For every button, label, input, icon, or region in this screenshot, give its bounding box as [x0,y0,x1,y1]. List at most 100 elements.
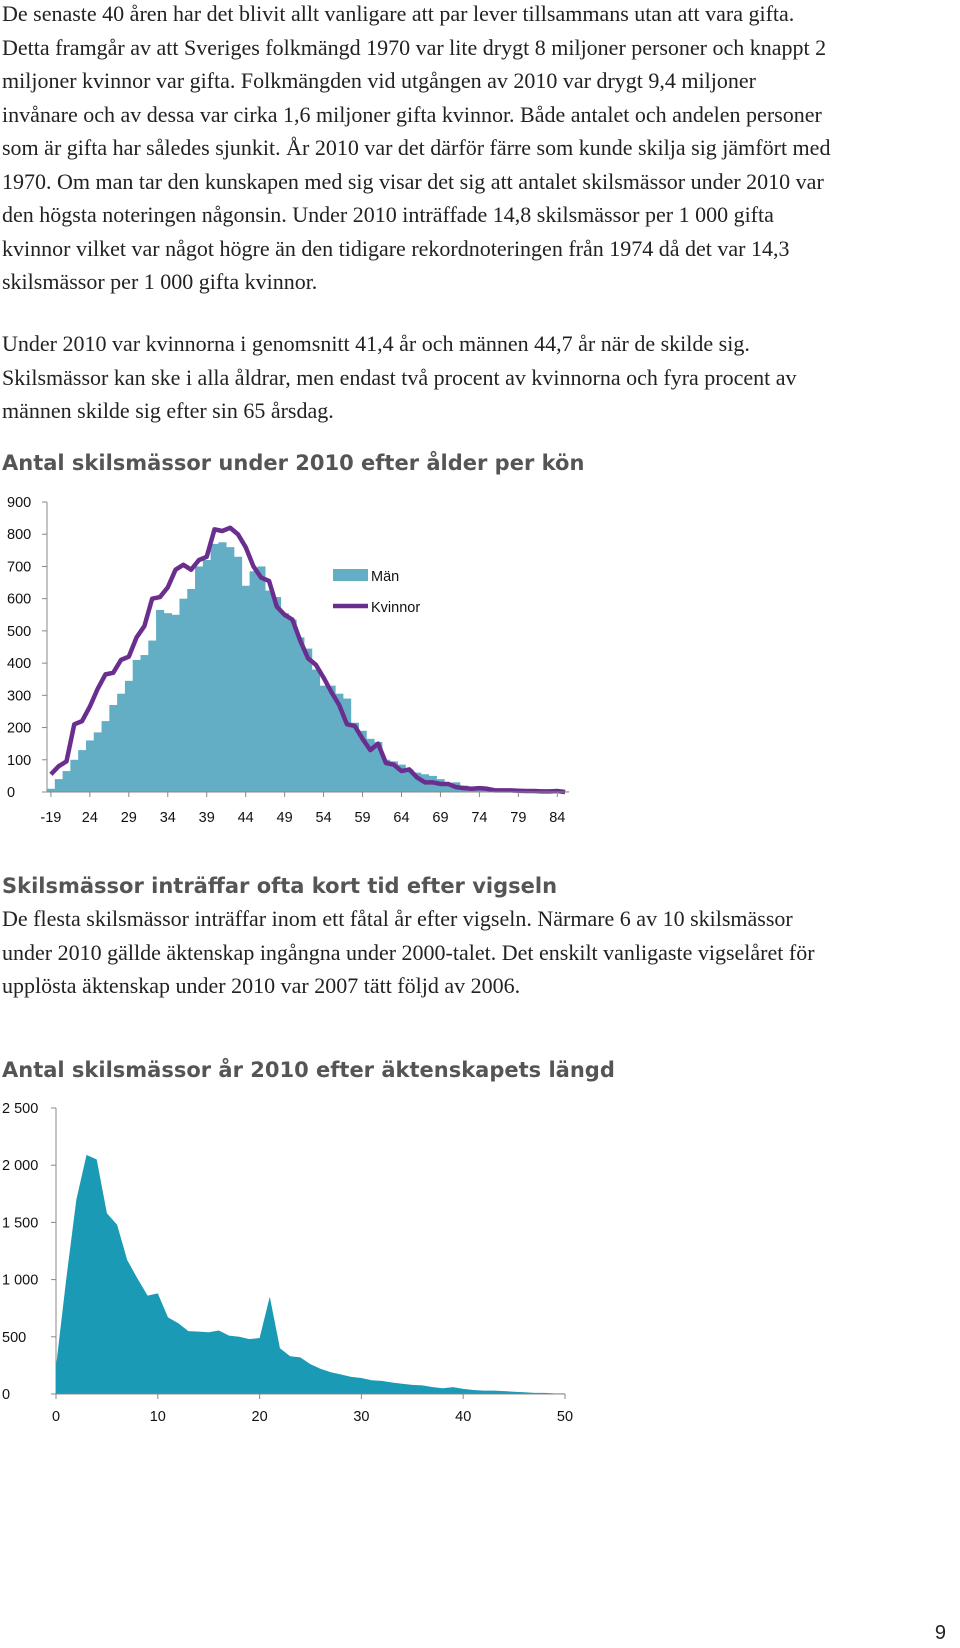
bar-men [93,732,102,792]
y-tick-label: 1 500 [2,1215,38,1231]
x-tick-label: 44 [238,810,254,826]
y-tick-label: 400 [7,656,31,672]
bar-men [397,764,406,792]
bar-men [343,698,352,792]
y-tick-label: 2 000 [2,1158,38,1174]
bar-men [187,589,196,792]
bar-men [78,750,87,792]
bar-men [202,560,211,792]
bar-men [304,648,313,792]
chart1-title: Antal skilsmässor under 2010 efter ålder… [2,451,585,475]
bar-men [374,742,383,792]
bar-men [358,730,367,792]
y-tick-label: 300 [7,688,31,704]
y-tick-label: 1 000 [2,1273,38,1289]
bar-men [140,655,149,792]
bar-men [413,772,422,792]
bar-men [179,598,188,792]
bar-men [62,771,71,792]
bar-men [171,614,180,792]
bar-men [335,693,344,792]
x-tick-label: 24 [82,810,98,826]
bar-men [132,659,141,792]
line-women [49,525,566,795]
bar-men [350,722,359,792]
y-tick-label: 700 [7,559,31,575]
bar-men [226,547,235,792]
x-tick-label: 10 [150,1409,166,1425]
bar-men [257,566,266,792]
x-tick-label: -19 [40,810,61,826]
legend-swatch-men [333,569,368,581]
bar-men [311,669,321,792]
bar-men [405,769,414,792]
area-divorces [56,1154,565,1394]
x-tick-label: 59 [354,810,370,826]
legend-label-women: Kvinnor [371,600,420,616]
bar-men [288,619,297,792]
y-tick-label: 0 [2,1387,10,1403]
chart2-title: Antal skilsmässor år 2010 efter äktenska… [2,1058,615,1082]
bar-men [210,543,219,792]
bar-men [327,685,336,792]
x-tick-label: 54 [316,810,332,826]
bar-men [233,556,243,792]
y-tick-label: 0 [7,785,15,801]
bar-men [195,566,204,792]
bar-men [117,693,126,792]
x-tick-label: 0 [52,1409,60,1425]
bar-men [156,609,165,792]
bar-men [389,761,398,792]
bar-men [272,597,282,792]
bar-men [109,705,118,792]
x-tick-label: 40 [455,1409,471,1425]
legend-label-men: Män [371,569,399,585]
x-tick-label: 64 [393,810,409,826]
bar-men [148,640,157,792]
x-tick-label: 69 [432,810,448,826]
x-tick-label: 20 [252,1409,268,1425]
x-tick-label: 30 [353,1409,369,1425]
bar-men [241,585,250,792]
x-tick-label: 34 [160,810,176,826]
x-tick-label: 74 [471,810,487,826]
bar-men [280,613,289,792]
bar-men [296,637,305,792]
y-tick-label: 600 [7,592,31,608]
bar-men [444,783,453,792]
y-tick-label: 100 [7,753,31,769]
y-tick-label: 900 [7,495,31,511]
intro-paragraph: De senaste 40 åren har det blivit allt v… [2,1,831,294]
x-tick-label: 49 [277,810,293,826]
x-tick-label: 50 [557,1409,573,1425]
age-paragraph: Under 2010 var kvinnorna i genomsnitt 41… [2,331,797,423]
x-tick-label: 79 [510,810,526,826]
bar-men [218,542,227,792]
age-sex-chart: 900 800 700 600 500 400 300 200 100 0 -19 24 29 34 39… [7,495,570,826]
page-number: 9 [934,1622,946,1644]
bar-men [163,613,173,792]
bar-men [70,759,79,792]
y-tick-label: 500 [2,1330,26,1346]
x-tick-label: 29 [121,810,137,826]
bar-men [366,738,375,792]
x-tick-label: 84 [549,810,565,826]
bar-men [382,759,391,792]
y-tick-label: 800 [7,527,31,543]
x-tick-label: 39 [199,810,215,826]
bar-men [319,685,328,792]
y-tick-label: 500 [7,624,31,640]
bar-men [47,788,56,792]
bar-men [249,571,258,792]
bar-men [101,721,110,792]
bar-men [85,740,95,792]
bar-men [54,779,63,792]
bar-men [265,590,274,792]
y-tick-label: 2 500 [2,1101,38,1117]
marriage-length-chart: 2 500 2 000 1 500 1 000 500 0 0 10 20 30 40 50 [2,1101,573,1425]
section-heading: Skilsmässor inträffar ofta kort tid efte… [2,874,558,898]
y-tick-label: 200 [7,721,31,737]
bar-men [124,680,134,792]
marriage-length-paragraph: De flesta skilsmässor inträffar inom ett… [2,906,815,998]
